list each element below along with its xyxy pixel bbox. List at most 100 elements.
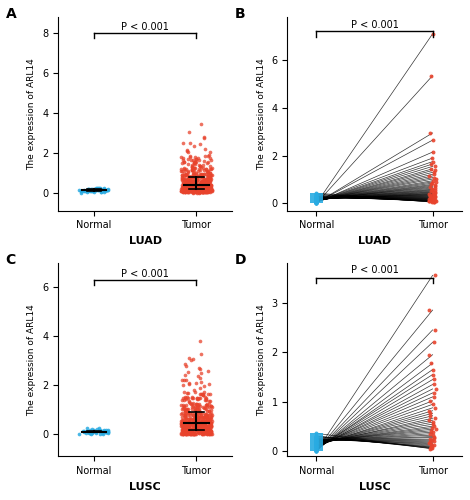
Point <box>105 426 112 434</box>
Point <box>205 187 213 195</box>
Point <box>194 183 201 191</box>
Point <box>313 448 320 456</box>
Point <box>204 184 212 192</box>
Point <box>186 411 194 419</box>
Point <box>208 428 215 436</box>
Point <box>431 192 439 200</box>
Point <box>92 428 100 436</box>
Point <box>185 172 192 180</box>
Point <box>202 186 209 194</box>
Point <box>93 186 100 194</box>
Point <box>203 186 210 194</box>
Point <box>205 422 212 430</box>
Point <box>204 418 211 426</box>
Point <box>429 176 437 184</box>
Point <box>105 186 112 194</box>
Point <box>199 424 207 432</box>
Point <box>195 182 202 190</box>
Point <box>203 429 211 437</box>
Point <box>178 422 186 430</box>
Point <box>207 426 214 434</box>
Point <box>178 428 186 436</box>
Point <box>426 183 433 191</box>
Point <box>200 170 207 177</box>
Point <box>180 422 188 430</box>
Point <box>202 405 210 413</box>
Point <box>205 380 212 388</box>
Point <box>188 182 196 190</box>
Point <box>431 162 439 170</box>
Point <box>200 186 207 194</box>
Point <box>431 434 438 442</box>
Point <box>192 169 200 177</box>
Point <box>95 426 103 434</box>
Point <box>193 183 200 191</box>
Point <box>194 182 201 190</box>
Point <box>180 176 188 184</box>
Point <box>179 184 187 192</box>
Point <box>431 326 439 334</box>
Point <box>180 156 187 164</box>
Point <box>431 389 438 397</box>
Point <box>184 428 192 436</box>
Point <box>207 416 214 424</box>
Point <box>189 182 196 190</box>
Point <box>193 424 200 432</box>
Point <box>188 162 196 170</box>
Point <box>196 188 203 196</box>
Point <box>201 422 208 430</box>
Point <box>426 397 434 405</box>
Point <box>203 413 210 421</box>
Point <box>432 385 439 393</box>
Point <box>95 424 102 432</box>
Point <box>206 426 214 434</box>
Point <box>206 174 214 182</box>
Point <box>201 184 209 192</box>
Point <box>201 134 208 142</box>
Point <box>189 188 197 196</box>
Point <box>185 184 193 192</box>
Point <box>195 185 202 193</box>
Point <box>207 412 214 420</box>
Bar <box>310 193 323 203</box>
Point <box>186 184 193 192</box>
Point <box>181 186 188 194</box>
Point <box>196 394 204 402</box>
Point <box>88 427 96 435</box>
Point <box>199 416 206 424</box>
Point <box>184 188 191 196</box>
Point <box>184 177 192 185</box>
Point <box>205 151 212 159</box>
Point <box>201 178 208 186</box>
Point <box>182 424 189 432</box>
Point <box>180 175 188 183</box>
Point <box>206 182 213 190</box>
Point <box>179 426 187 434</box>
Point <box>207 172 215 179</box>
Point <box>313 192 320 200</box>
Point <box>179 181 186 189</box>
Point <box>202 428 210 436</box>
Point <box>206 172 213 180</box>
Point <box>194 175 201 183</box>
Text: P < 0.001: P < 0.001 <box>351 20 399 30</box>
Point <box>206 186 214 194</box>
Point <box>204 412 212 420</box>
Point <box>191 184 199 192</box>
Point <box>201 419 209 427</box>
Point <box>182 183 189 191</box>
Point <box>431 404 439 412</box>
Point <box>428 436 435 444</box>
Point <box>87 184 95 192</box>
Point <box>207 430 214 438</box>
Point <box>192 428 200 436</box>
Point <box>197 390 204 398</box>
Point <box>206 177 213 185</box>
Point <box>199 390 206 398</box>
Point <box>430 188 437 196</box>
Point <box>189 168 197 175</box>
Point <box>179 186 187 194</box>
Point <box>92 184 100 192</box>
Point <box>182 186 190 194</box>
Point <box>185 188 192 196</box>
